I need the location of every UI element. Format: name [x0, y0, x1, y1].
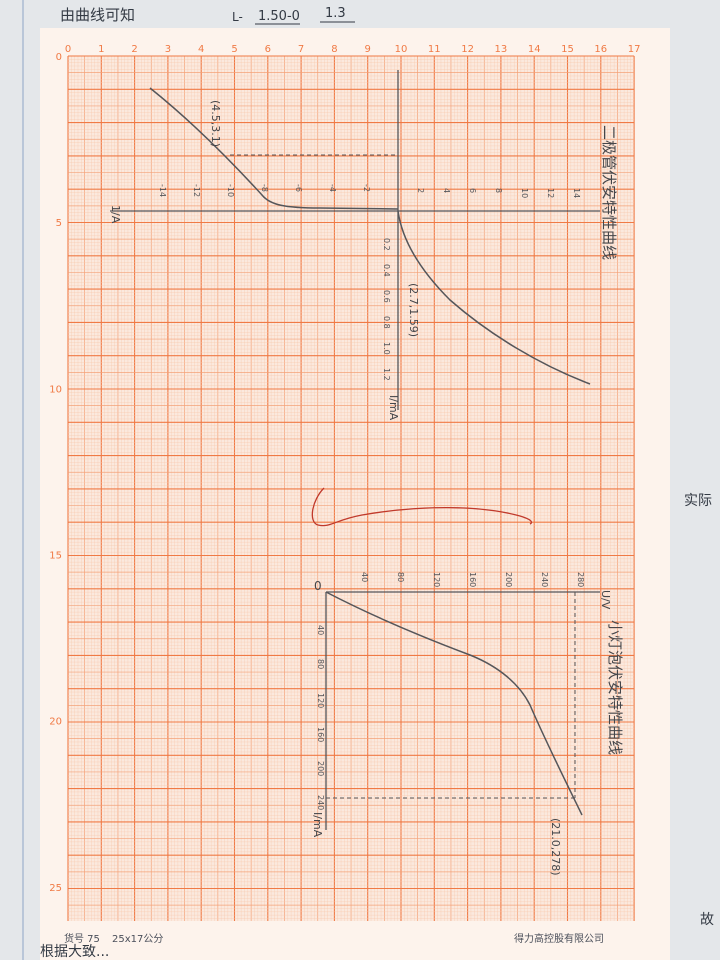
top-ruler-label: 0	[65, 44, 71, 55]
side-note-right-bottom: 故	[700, 912, 714, 928]
notebook-margin-line	[22, 0, 24, 960]
upper-x-tick-neg: -2	[362, 184, 371, 192]
lower-y-tick: 80	[316, 659, 325, 669]
top-ruler-label: 16	[594, 44, 607, 55]
top-ruler-label: 7	[298, 44, 304, 55]
lower-vertical-title: 小灯泡伏安特性曲线	[606, 620, 624, 755]
left-ruler-label: 20	[49, 717, 62, 728]
lower-y-tick: 120	[316, 693, 325, 708]
top-ruler-label: 17	[628, 44, 641, 55]
lower-curve	[325, 591, 583, 816]
top-ruler-label: 3	[165, 44, 171, 55]
lower-chart	[325, 591, 600, 830]
upper-y-tick: 0.6	[382, 290, 391, 303]
top-note-fraction2: 1.3	[325, 6, 346, 21]
upper-x-tick-pos: 4	[442, 188, 451, 193]
top-ruler-label: 14	[528, 44, 541, 55]
lower-x-tick: 40	[360, 572, 369, 582]
upper-ticks: -14 -12 -10 -8 -6 -4 -2 2 4 6 8 10 12 14 0.2 0.4 0.6 0.8 1…	[158, 184, 581, 381]
upper-x-tick-pos: 2	[416, 188, 425, 193]
lower-annotation: (21.0,278)	[549, 818, 562, 876]
red-pen-scribble	[311, 487, 533, 527]
graph-footer: 货号 75 25x17公分 得力高控股有限公司	[64, 932, 604, 945]
lower-x-tick: 120	[432, 572, 441, 587]
left-ruler-label: 25	[49, 883, 62, 894]
top-note-prefix: L-	[232, 10, 243, 24]
top-ruler-label: 9	[365, 44, 371, 55]
top-note-fraction: 1.50-0	[258, 9, 300, 24]
upper-curve-reverse	[149, 87, 399, 210]
upper-axis-label-bottom: I/mA	[387, 395, 400, 421]
top-note-line1: 由曲线可知	[60, 6, 135, 24]
upper-x-tick-pos: 10	[520, 188, 529, 198]
upper-x-tick-neg: -14	[158, 184, 167, 197]
top-ruler-label: 10	[395, 44, 408, 55]
left-ruler-label: 15	[49, 551, 62, 562]
top-ruler-label: 11	[428, 44, 441, 55]
upper-labels: (4.5,3.1) (2.7,1.59) 1/A I/mA 二极管伏安特性曲线	[109, 100, 618, 421]
upper-x-tick-pos: 8	[494, 188, 503, 193]
upper-x-tick-pos: 12	[546, 188, 555, 198]
lower-x-tick: 280	[576, 572, 585, 587]
upper-x-tick-pos: 6	[468, 188, 477, 193]
upper-y-tick: 0.4	[382, 264, 391, 277]
upper-x-tick-neg: -4	[328, 184, 337, 192]
upper-x-tick-pos: 14	[572, 188, 581, 198]
left-ruler-label: 10	[49, 384, 62, 395]
top-ruler-label: 2	[131, 44, 137, 55]
top-ruler: 0 1 2 3 4 5 6 7 8 9 10 11 12 13 14 15 16 17	[65, 44, 641, 55]
upper-curve-forward	[397, 210, 591, 385]
top-ruler-label: 8	[331, 44, 337, 55]
upper-chart	[110, 70, 600, 410]
upper-y-tick: 1.0	[382, 342, 391, 355]
left-ruler-label: 5	[56, 218, 62, 229]
upper-x-tick-neg: -6	[294, 184, 303, 192]
lower-ticks: 40 80 120 160 200 240 280 40 80 120 160 200 240	[316, 572, 585, 810]
top-ruler-label: 13	[495, 44, 508, 55]
lower-x-tick: 240	[540, 572, 549, 587]
lower-y-tick: 160	[316, 727, 325, 742]
grid-lines	[67, 55, 635, 921]
lower-axis-label-bottom: I/mA	[311, 812, 324, 838]
upper-vertical-title: 二极管伏安特性曲线	[600, 125, 618, 260]
left-ruler: 0 5 10 15 20 25	[49, 52, 62, 894]
footer-company: 得力高控股有限公司	[514, 932, 604, 945]
footer-size: 25x17公分	[112, 933, 163, 945]
lower-x-tick: 160	[468, 572, 477, 587]
upper-y-tick: 0.8	[382, 316, 391, 329]
left-ruler-label: 0	[56, 52, 62, 63]
upper-y-tick: 0.2	[382, 238, 391, 251]
lower-y-tick: 240	[316, 795, 325, 810]
upper-annotation-right: (2.7,1.59)	[407, 283, 420, 337]
upper-y-tick: 1.2	[382, 368, 391, 381]
upper-annotation-left: (4.5,3.1)	[209, 100, 222, 147]
top-ruler-label: 6	[265, 44, 271, 55]
upper-axis-label-left: 1/A	[109, 205, 122, 224]
upper-x-tick-neg: -8	[260, 184, 269, 192]
top-ruler-label: 12	[461, 44, 474, 55]
lower-y-tick: 200	[316, 761, 325, 776]
footer-item-number: 货号 75	[64, 932, 100, 945]
lower-origin-label: 0	[314, 579, 322, 593]
lower-labels: 0 U/V I/mA 小灯泡伏安特性曲线 (21.0,278)	[311, 579, 624, 876]
side-note-right-mid: 实际	[684, 493, 712, 509]
lower-x-tick: 80	[396, 572, 405, 582]
lower-y-tick: 40	[316, 625, 325, 635]
top-ruler-label: 5	[231, 44, 237, 55]
upper-x-tick-neg: -10	[226, 184, 235, 197]
upper-x-tick-neg: -12	[192, 184, 201, 197]
bottom-note: 根据大致...	[40, 944, 109, 960]
lower-x-tick: 200	[504, 572, 513, 587]
lower-axis-label-right: U/V	[599, 590, 612, 610]
top-note: 由曲线可知 L- 1.50-0 1.3	[60, 6, 355, 25]
top-ruler-label: 4	[198, 44, 204, 55]
top-ruler-label: 15	[561, 44, 574, 55]
top-ruler-label: 1	[98, 44, 104, 55]
